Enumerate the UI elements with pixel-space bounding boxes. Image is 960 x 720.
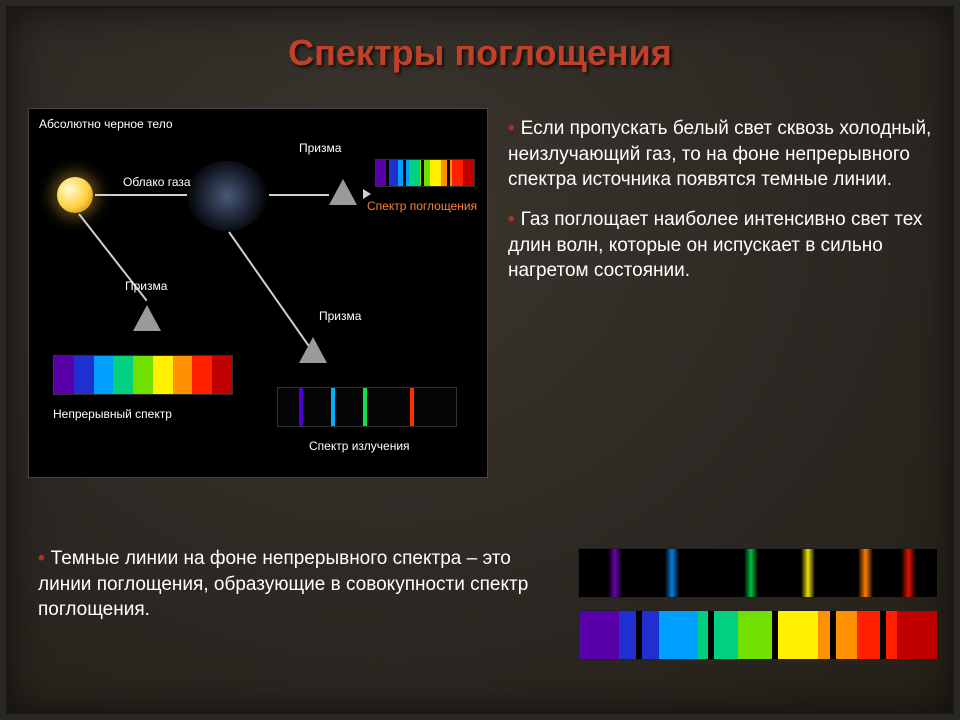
paragraph-2-text: Газ поглощает наиболее интенсивно свет т…	[508, 209, 922, 281]
label-gas-cloud: Облако газа	[123, 175, 191, 189]
emission-spectrum	[277, 387, 457, 427]
bottom-text: •Темные линии на фоне непрерывного спект…	[38, 546, 538, 623]
spectra-diagram: Абсолютно черное тело Облако газа Призма…	[28, 108, 488, 478]
slide-frame: Спектры поглощения Абсолютно черное тело…	[6, 6, 954, 714]
paragraph-3: •Темные линии на фоне непрерывного спект…	[38, 546, 538, 623]
label-prism-right: Призма	[319, 309, 361, 323]
label-blackbody: Абсолютно черное тело	[39, 117, 173, 131]
paragraph-3-text: Темные линии на фоне непрерывного спектр…	[38, 548, 528, 620]
bullet-icon: •	[38, 548, 45, 569]
blackbody-star-icon	[57, 177, 93, 213]
paragraph-2: •Газ поглощает наиболее интенсивно свет …	[508, 207, 938, 284]
label-emission: Спектр излучения	[309, 439, 410, 453]
bottom-spectra-group	[578, 548, 938, 672]
bullet-icon: •	[508, 118, 515, 139]
arrow-line	[228, 231, 310, 347]
bullet-icon: •	[508, 209, 515, 230]
absorption-spectrum-strip	[578, 610, 938, 660]
prism-icon	[133, 305, 161, 331]
paragraph-1: •Если пропускать белый свет сквозь холод…	[508, 116, 938, 193]
continuous-spectrum	[53, 355, 233, 395]
slide-title: Спектры поглощения	[8, 32, 952, 74]
absorption-spectrum	[375, 159, 475, 187]
arrow-line	[269, 194, 329, 196]
prism-icon	[329, 179, 357, 205]
description-column: •Если пропускать белый свет сквозь холод…	[508, 116, 938, 298]
label-prism-top: Призма	[299, 141, 341, 155]
arrow-line	[95, 194, 187, 196]
gas-cloud-icon	[187, 161, 267, 231]
prism-icon	[299, 337, 327, 363]
label-continuous: Непрерывный спектр	[53, 407, 172, 421]
label-absorption: Спектр поглощения	[367, 199, 477, 213]
label-prism-left: Призма	[125, 279, 167, 293]
arrow-head-icon	[363, 189, 371, 199]
emission-spectrum-strip	[578, 548, 938, 598]
paragraph-1-text: Если пропускать белый свет сквозь холодн…	[508, 118, 931, 190]
